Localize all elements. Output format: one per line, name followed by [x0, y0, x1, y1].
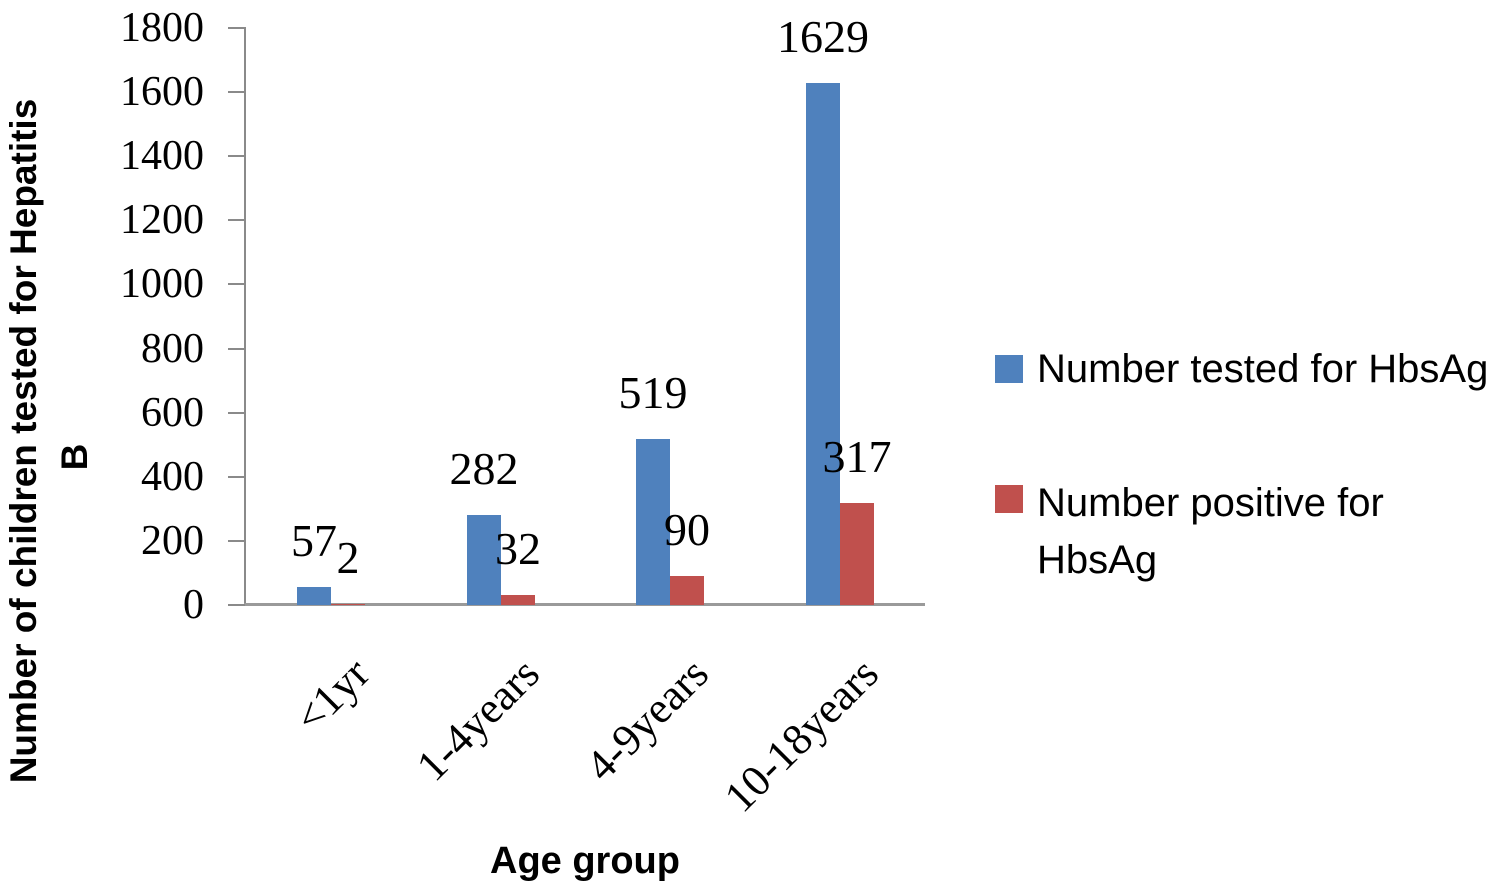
- data-label: 90: [664, 504, 710, 555]
- legend-swatch: [995, 355, 1023, 383]
- y-tick-mark: [228, 155, 245, 157]
- y-tick-mark: [228, 283, 245, 285]
- x-axis-title: Age group: [490, 840, 680, 882]
- x-tick-label: 10-18years: [714, 648, 888, 822]
- x-tick-label: 4-9years: [575, 648, 718, 791]
- y-tick-mark: [228, 219, 245, 221]
- y-tick-mark: [228, 27, 245, 29]
- legend-item: Number tested for HbsAg: [995, 347, 1488, 391]
- data-label: 1629: [777, 11, 869, 62]
- data-label: 57: [291, 515, 337, 566]
- bar-tested: [806, 83, 840, 605]
- y-tick-label: 800: [141, 326, 204, 372]
- y-axis-title: Number of children tested for Hepatitis: [3, 98, 44, 784]
- y-tick-mark: [228, 412, 245, 414]
- y-tick-label: 0: [183, 582, 204, 628]
- y-tick-mark: [228, 604, 245, 606]
- y-tick-label: 1600: [120, 69, 204, 115]
- legend-label: Number positive for HbsAg: [1037, 481, 1384, 582]
- y-tick-label: 400: [141, 454, 204, 500]
- bar-positive: [670, 576, 704, 605]
- bar-positive: [501, 595, 535, 605]
- x-axis-line: [244, 603, 925, 606]
- bar-positive: [840, 503, 874, 605]
- data-label: 32: [495, 523, 541, 574]
- x-tick-label: <1yr: [284, 648, 379, 743]
- legend-label: Number tested for HbsAg: [1037, 347, 1489, 391]
- data-label: 2: [336, 532, 360, 583]
- y-tick-mark: [228, 476, 245, 478]
- data-label: 282: [449, 443, 519, 494]
- y-tick-label: 1200: [120, 197, 204, 243]
- bar-positive: [331, 604, 365, 605]
- data-label: 519: [618, 367, 688, 418]
- bar-tested: [467, 515, 501, 605]
- y-tick-label: 200: [141, 518, 204, 564]
- y-tick-label: 1400: [120, 133, 204, 179]
- y-tick-label: 1000: [120, 261, 204, 307]
- y-tick-mark: [228, 91, 245, 93]
- y-tick-mark: [228, 540, 245, 542]
- data-label: 317: [822, 431, 892, 482]
- y-tick-label: 1800: [120, 5, 204, 51]
- y-axis-line: [244, 27, 246, 606]
- legend-swatch: [995, 485, 1023, 513]
- legend-item: Number positive for HbsAg: [995, 475, 1437, 589]
- y-tick-label: 600: [141, 390, 204, 436]
- x-tick-label: 1-4years: [406, 648, 549, 791]
- bar-tested: [297, 587, 331, 605]
- y-tick-mark: [228, 348, 245, 350]
- bar-tested: [636, 439, 670, 605]
